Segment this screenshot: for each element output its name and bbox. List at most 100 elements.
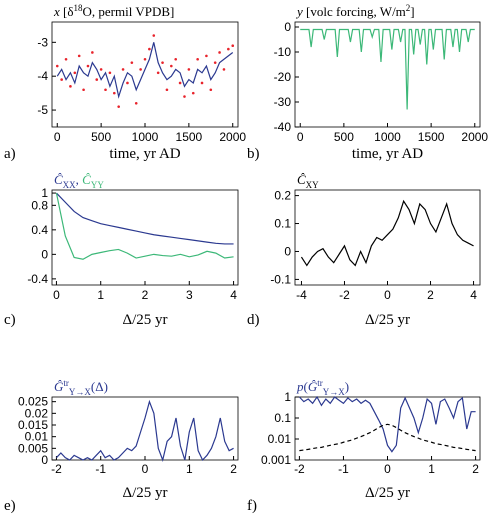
data-line	[55, 192, 234, 260]
panel-title: y [volc forcing, W/m2]	[295, 3, 415, 19]
x-tick-label: -4	[296, 288, 307, 302]
data-dot	[86, 64, 90, 68]
data-dot	[191, 91, 195, 95]
data-dot	[196, 57, 199, 61]
x-tick-label: 1000	[374, 130, 401, 144]
x-tick-label: 2	[472, 462, 479, 476]
panel-title: ĈXY	[297, 172, 319, 190]
data-dot	[112, 91, 116, 95]
y-tick-label: 0.025	[18, 395, 48, 409]
x-tick-label: 2000	[219, 130, 246, 144]
y-tick-label: -40	[274, 120, 292, 134]
y-tick-label: 0.01	[268, 432, 292, 446]
x-axis-label: Δ/25 yr	[365, 485, 410, 501]
y-tick-label: 0.02	[25, 406, 49, 420]
data-dot	[143, 57, 147, 61]
x-tick-label: 1	[428, 462, 435, 476]
data-dot	[222, 68, 226, 71]
data-dot	[108, 71, 112, 75]
data-line	[298, 395, 476, 453]
x-tick-label: 2	[427, 288, 434, 302]
x-tick-label: 1500	[176, 130, 203, 144]
title-part: (Δ)	[91, 379, 108, 394]
x-tick-label: 500	[334, 130, 354, 144]
data-dot	[55, 64, 59, 68]
data-dot	[121, 68, 125, 71]
data-dot	[104, 88, 107, 92]
data-dot	[77, 54, 81, 58]
data-dot	[60, 78, 63, 81]
title-part: XX	[63, 180, 76, 190]
data-line	[55, 192, 234, 245]
y-tick-label: 0.1	[274, 411, 291, 425]
y-tick-label: 1	[284, 390, 291, 404]
data-line	[55, 399, 234, 463]
x-tick-label: 0	[297, 130, 304, 144]
y-tick-label: 0	[284, 244, 291, 258]
title-part: (	[304, 379, 308, 394]
data-dot	[156, 71, 160, 75]
title-part: 18	[74, 3, 84, 13]
y-tick-label: 0.4	[31, 223, 48, 237]
x-axis-label: Δ/25 yr	[122, 485, 167, 501]
x-tick-label: 4	[230, 288, 237, 302]
plot-frame	[51, 21, 239, 128]
panel-letter: b)	[247, 146, 260, 162]
data-dot	[187, 68, 191, 71]
x-tick-label: -1	[338, 462, 349, 476]
y-tick-label: 1	[41, 186, 48, 200]
data-dot	[99, 68, 103, 71]
y-tick-label: 0	[284, 20, 291, 34]
title-part: p	[296, 379, 304, 394]
title-part: Ĉ	[54, 172, 63, 187]
y-tick-label: 0.01	[25, 430, 49, 444]
plot-frame	[294, 189, 481, 286]
y-tick-label: 0.005	[18, 441, 48, 455]
data-dot	[178, 81, 182, 85]
data-dot	[170, 64, 173, 68]
data-dot	[231, 44, 235, 48]
y-tick-label: -4	[37, 69, 48, 83]
y-tick-label: -20	[274, 70, 292, 84]
data-dot	[174, 57, 178, 61]
x-tick-label: 4	[470, 288, 477, 302]
x-tick-label: 2	[230, 462, 237, 476]
x-tick-label: -2	[51, 462, 62, 476]
data-dot	[130, 61, 134, 64]
title-part: x	[53, 4, 60, 19]
x-tick-label: -1	[95, 462, 106, 476]
title-part: tr	[317, 378, 323, 388]
data-dot	[227, 47, 230, 51]
x-tick-label: 2	[142, 288, 149, 302]
title-part: [δ	[60, 4, 74, 19]
panel-letter: a)	[4, 146, 16, 162]
panel-title: ĜtrY→X(Δ)	[54, 378, 108, 397]
panel-letter: c)	[4, 312, 16, 328]
y-tick-label: -0.4	[27, 272, 48, 286]
plot-frame	[51, 189, 239, 286]
data-dot	[165, 88, 169, 92]
x-tick-label: 1	[186, 462, 193, 476]
panel-letter: f)	[247, 498, 257, 514]
data-dot	[91, 51, 94, 54]
data-dot	[95, 78, 99, 81]
panel-title: ĈXX, ĈYY	[54, 172, 104, 190]
data-dot	[126, 81, 129, 85]
x-tick-label: -2	[339, 288, 350, 302]
data-line	[300, 28, 475, 110]
data-dot	[200, 81, 204, 85]
x-axis-label: Δ/25 yr	[122, 312, 167, 328]
y-tick-label: -0.1	[270, 272, 291, 286]
panel-letter: d)	[247, 312, 260, 328]
y-tick-label: 0.015	[18, 418, 48, 432]
x-tick-label: 0	[54, 130, 61, 144]
data-dot	[117, 105, 120, 108]
y-tick-label: 0	[41, 453, 48, 467]
data-dot	[209, 88, 213, 92]
title-part: ]	[410, 4, 414, 19]
panel-title: p(ĜtrY→X)	[296, 378, 349, 397]
data-dot	[161, 61, 164, 64]
title-part: O, permil VPDB]	[83, 4, 175, 19]
title-part: Y→X	[69, 387, 91, 397]
x-tick-label: 1	[97, 288, 104, 302]
